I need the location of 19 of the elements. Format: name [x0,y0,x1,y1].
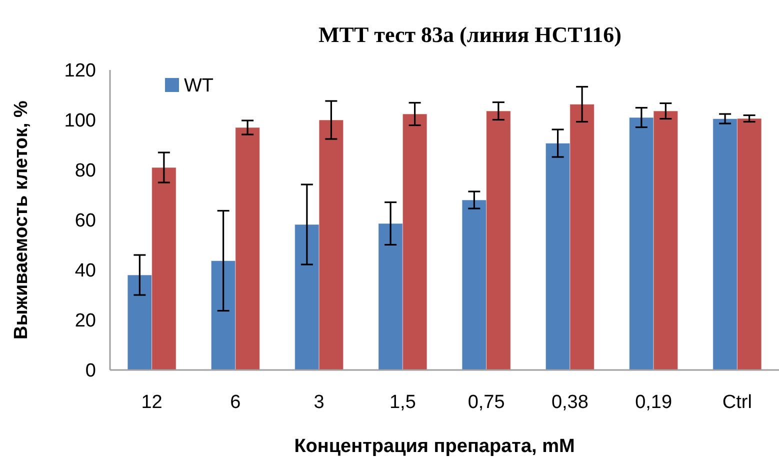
y-tick-label: 0 [85,360,96,382]
x-tick-label: Ctrl [722,392,752,413]
y-tick-label: 80 [74,160,96,182]
y-tick-label: 20 [74,310,96,332]
x-tick-label: 1,5 [389,392,416,413]
y-tick-label: 40 [74,260,96,282]
x-tick-label: 0,75 [468,392,505,413]
y-tick-label: 100 [64,110,96,132]
legend-label: WT [184,76,214,97]
y-axis-title: Выживаемость клеток, % [11,100,32,340]
x-axis-title: Концентрация препарата, mM [294,436,575,457]
x-tick-label: 3 [314,392,324,413]
x-tick-label: 12 [141,392,162,413]
y-tick-label: 120 [64,60,96,82]
x-tick-label: 0,38 [551,392,588,413]
x-tick-label: 6 [230,392,241,413]
chart-title: МТТ тест 83а (линия HCT116) [318,22,622,47]
y-tick-label: 60 [74,210,96,232]
x-tick-label: 0,19 [635,392,672,413]
